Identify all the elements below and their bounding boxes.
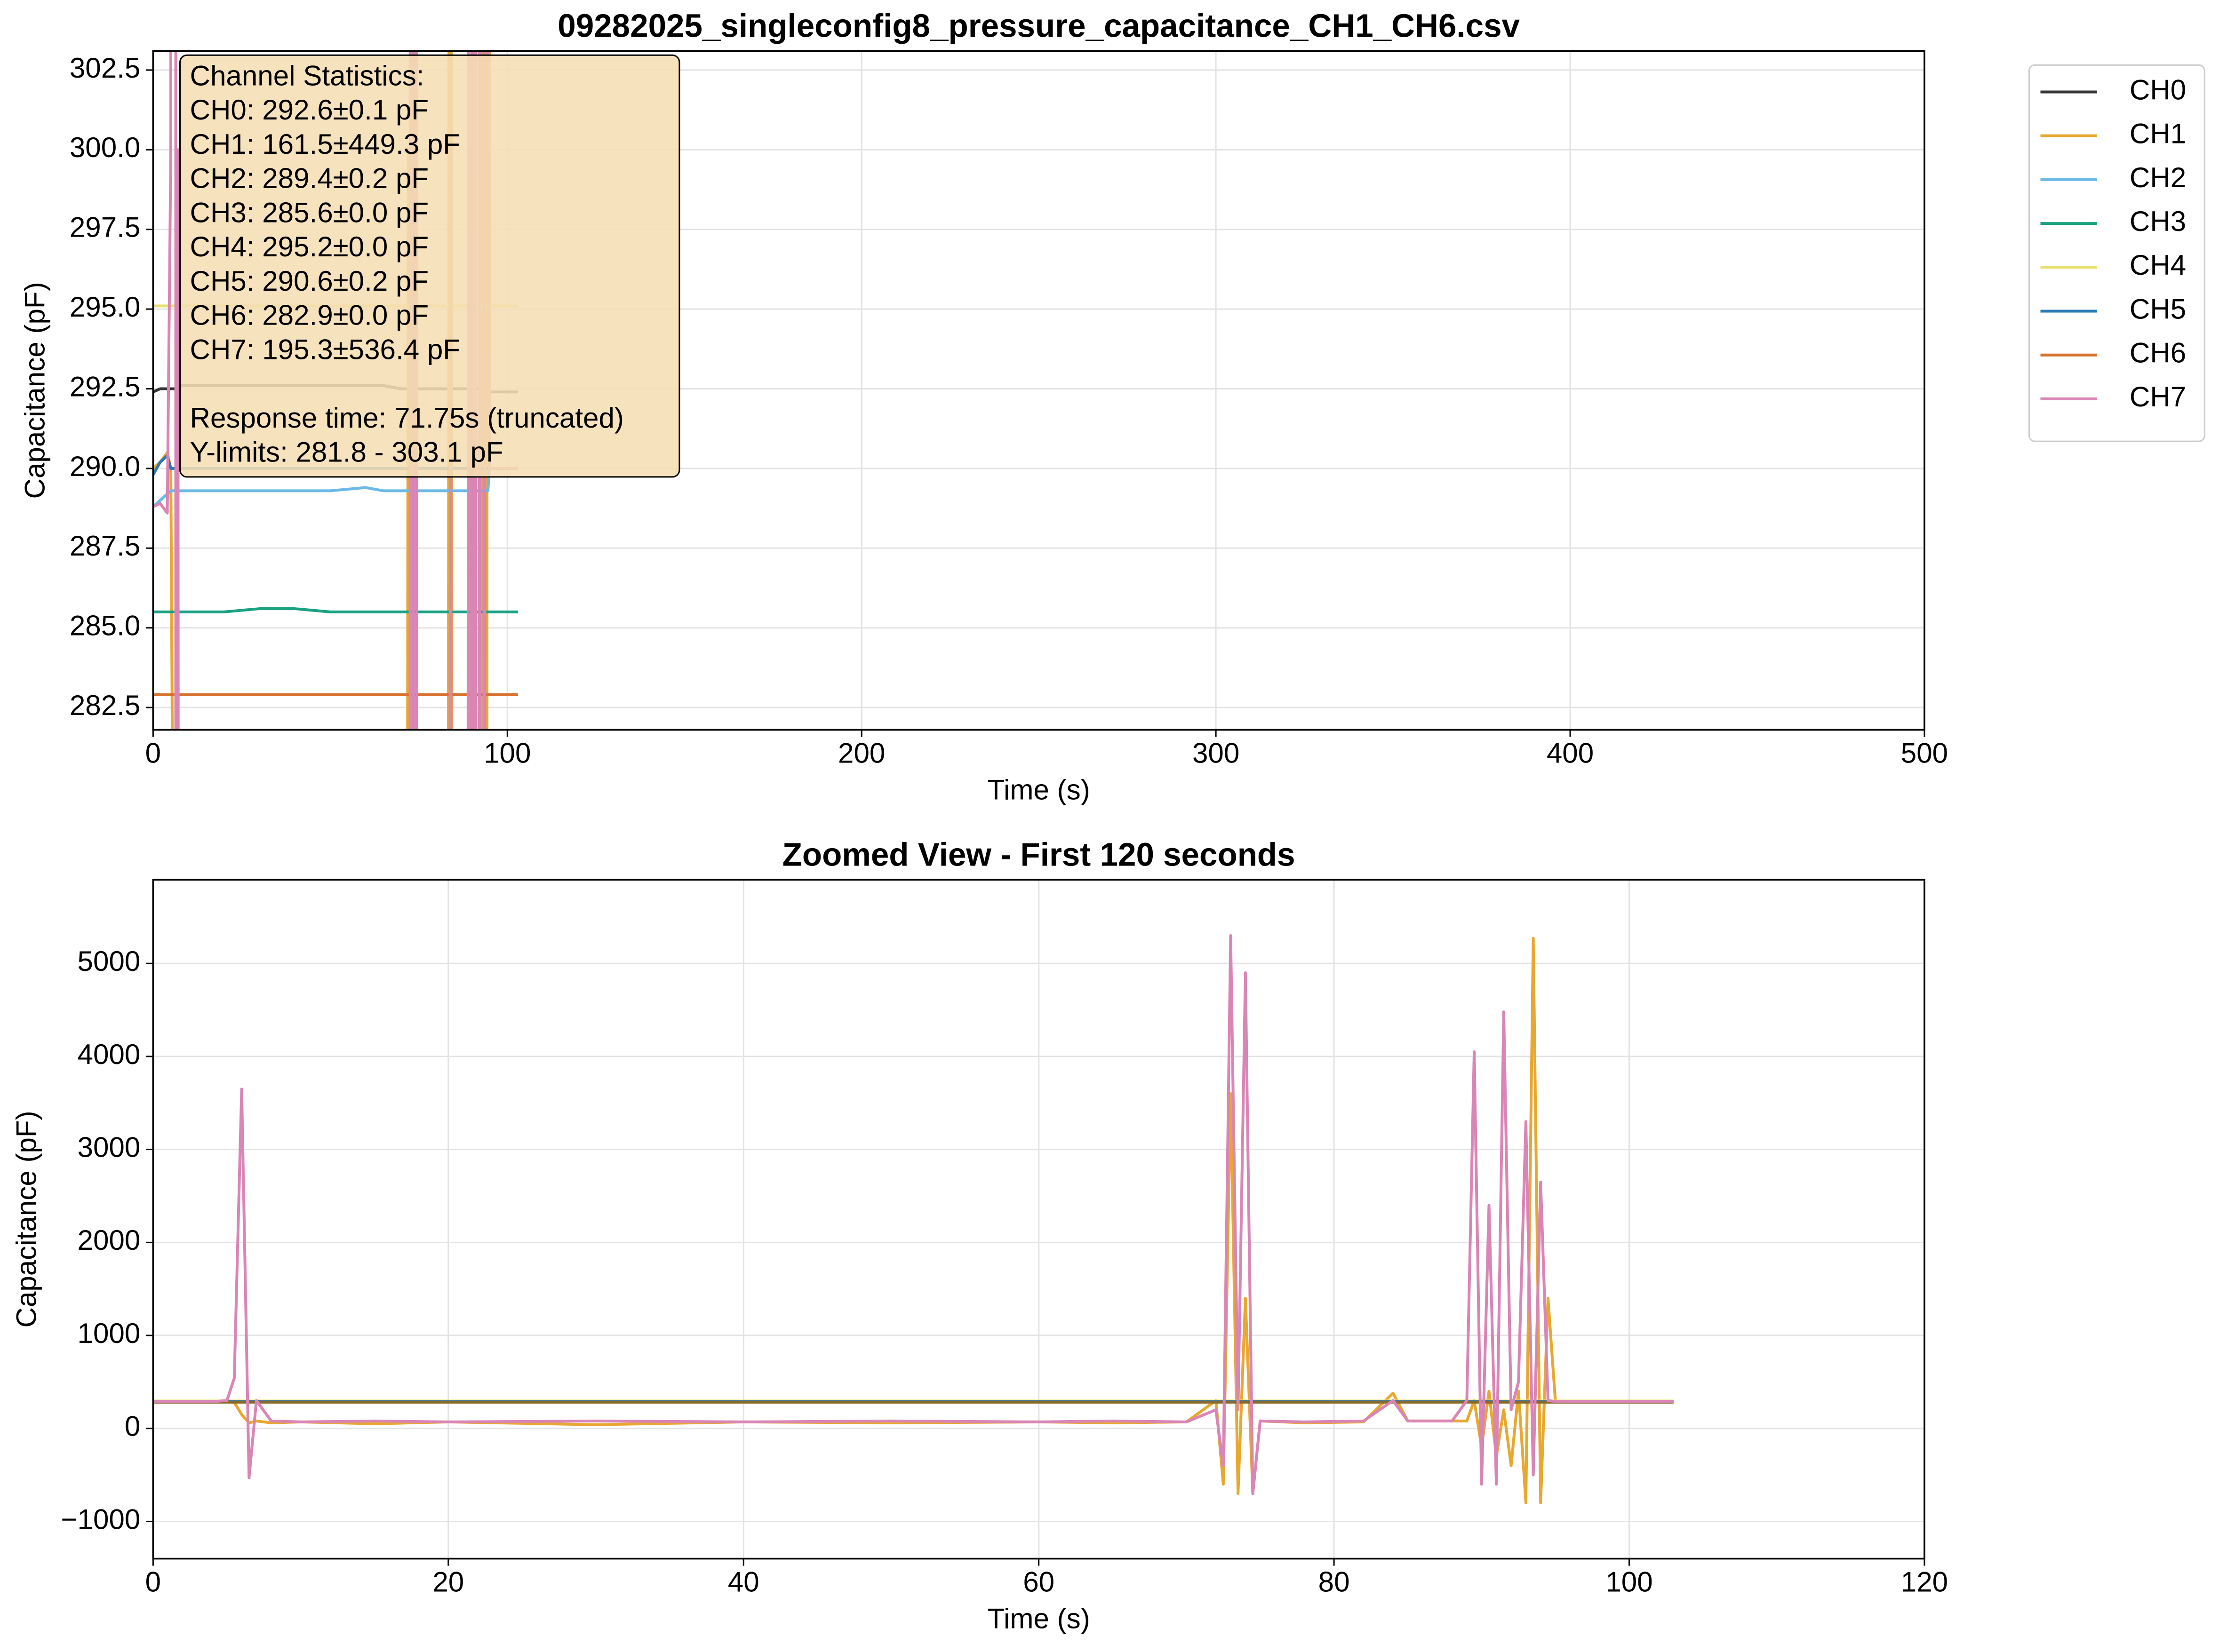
annotation-line: CH7: 195.3±536.4 pF — [190, 334, 460, 365]
x-tick-label: 300 — [1192, 738, 1239, 769]
legend-label: CH7 — [2130, 381, 2186, 413]
x-axis-label: Time (s) — [988, 1603, 1090, 1635]
legend-label: CH5 — [2130, 293, 2186, 325]
annotation-line: CH1: 161.5±449.3 pF — [190, 128, 460, 160]
chart-title: Zoomed View - First 120 seconds — [782, 836, 1295, 873]
x-tick-label: 400 — [1547, 738, 1594, 769]
y-tick-label: 302.5 — [70, 52, 140, 84]
legend-label: CH1 — [2130, 118, 2186, 150]
legend-box — [2028, 64, 2205, 442]
x-tick-label: 200 — [838, 738, 885, 769]
y-tick-label: 2000 — [78, 1224, 141, 1256]
legend-label: CH4 — [2130, 249, 2186, 281]
y-tick-label: 4000 — [78, 1039, 141, 1070]
y-axis-label: Capacitance (pF) — [11, 1111, 42, 1327]
y-tick-label: 295.0 — [70, 291, 140, 323]
y-tick-label: 287.5 — [70, 530, 140, 562]
y-tick-label: 3000 — [78, 1132, 141, 1163]
annotation-title: Channel Statistics: — [190, 60, 424, 91]
annotation-line: Response time: 71.75s (truncated) — [190, 402, 624, 434]
y-tick-label: 292.5 — [70, 371, 140, 402]
x-tick-label: 80 — [1318, 1566, 1350, 1598]
legend-label: CH6 — [2130, 337, 2186, 369]
annotation-line: Y-limits: 281.8 - 303.1 pF — [190, 437, 503, 468]
y-tick-label: 0 — [125, 1411, 140, 1442]
chart-title: 09282025_singleconfig8_pressure_capacita… — [558, 7, 1520, 44]
legend-label: CH3 — [2130, 206, 2186, 237]
annotation-line: CH5: 290.6±0.2 pF — [190, 265, 429, 297]
annotation-line: CH0: 292.6±0.1 pF — [190, 94, 429, 126]
x-axis-label: Time (s) — [988, 774, 1090, 806]
legend-label: CH2 — [2130, 162, 2186, 193]
x-tick-label: 20 — [432, 1566, 464, 1598]
annotation-line: CH4: 295.2±0.0 pF — [190, 231, 429, 262]
y-tick-label: 285.0 — [70, 610, 140, 642]
y-tick-label: 300.0 — [70, 132, 140, 163]
plot-area — [153, 934, 1674, 1504]
y-tick-label: 297.5 — [70, 212, 140, 243]
x-tick-label: 40 — [728, 1566, 759, 1598]
axes-frame — [152, 879, 1925, 1560]
y-tick-label: 290.0 — [70, 451, 140, 482]
x-tick-label: 0 — [145, 738, 161, 769]
annotation-line: CH3: 285.6±0.0 pF — [190, 197, 429, 228]
x-tick-label: 120 — [1901, 1566, 1948, 1598]
x-tick-label: 0 — [145, 1566, 161, 1598]
y-tick-label: 5000 — [78, 945, 141, 977]
x-tick-label: 500 — [1901, 738, 1948, 769]
y-tick-label: 1000 — [78, 1318, 141, 1349]
x-tick-label: 100 — [484, 738, 531, 769]
x-tick-label: 100 — [1605, 1566, 1652, 1598]
annotation-line: CH6: 282.9±0.0 pF — [190, 300, 429, 331]
y-axis-label: Capacitance (pF) — [19, 282, 51, 499]
y-tick-label: −1000 — [61, 1503, 140, 1535]
x-tick-label: 60 — [1023, 1566, 1054, 1598]
y-tick-label: 282.5 — [70, 690, 140, 721]
annotation-box — [179, 54, 680, 478]
series-line — [153, 937, 1674, 1504]
annotation-line: CH2: 289.4±0.2 pF — [190, 163, 429, 194]
axes-frame — [152, 50, 1925, 731]
series-line — [153, 934, 1674, 1495]
legend-label: CH0 — [2130, 74, 2186, 105]
